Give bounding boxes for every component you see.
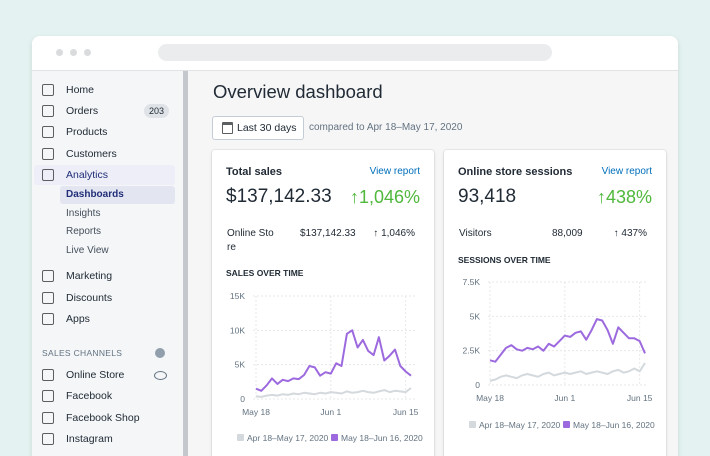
card-change: ↑1,046% (349, 187, 420, 207)
chart-title: SESSIONS OVER TIME (458, 255, 551, 265)
chart-title: SALES OVER TIME (226, 268, 304, 278)
y-tick-label: 10K (230, 325, 245, 335)
channel-item[interactable]: Instagram (66, 433, 113, 445)
nav-icon (42, 148, 54, 160)
legend-label: May 18–Jun 16, 2020 (573, 420, 655, 430)
nav-item[interactable]: Discounts (66, 292, 113, 304)
legend-swatch (331, 434, 338, 441)
x-tick-label: Jun 15 (627, 393, 653, 403)
card-title: Online store sessions (458, 166, 573, 178)
y-tick-label: 7.5K (463, 277, 481, 287)
y-tick-label: 0 (240, 394, 245, 404)
nav-item[interactable]: Marketing (66, 270, 113, 282)
x-tick-label: May 18 (242, 407, 270, 417)
calendar-icon (222, 122, 233, 134)
nav-item[interactable]: Customers (66, 148, 117, 160)
y-tick-label: 2.5K (463, 346, 481, 356)
series-line (255, 329, 412, 392)
window-dot (70, 49, 77, 56)
view-report-link[interactable]: View report (369, 166, 420, 177)
legend-label: Apr 18–May 17, 2020 (479, 420, 561, 430)
view-report-link[interactable]: View report (601, 166, 652, 177)
legend-label: Apr 18–May 17, 2020 (247, 433, 329, 443)
section-heading: SALES CHANNELS (42, 348, 123, 358)
nav-item[interactable]: Apps (66, 313, 90, 325)
channel-item[interactable]: Facebook Shop (66, 412, 140, 424)
y-tick-label: 15K (230, 291, 245, 301)
nav-subitem[interactable]: Insights (66, 208, 101, 219)
nav-item[interactable]: Products (66, 126, 108, 138)
nav-item[interactable]: Orders (66, 105, 99, 117)
nav-icon (42, 105, 54, 117)
nav-icon (42, 369, 54, 381)
legend-swatch (469, 421, 476, 428)
row-value: 88,009 (552, 228, 583, 239)
y-tick-label: 0 (475, 380, 480, 390)
scrollbar[interactable] (183, 71, 188, 456)
window-dot (56, 49, 63, 56)
add-icon[interactable] (155, 348, 165, 358)
x-tick-label: May 18 (476, 393, 504, 403)
row-label: Online Store (227, 228, 274, 253)
row-label: Visitors (459, 228, 492, 239)
nav-icon (42, 390, 54, 402)
x-tick-label: Jun 1 (554, 393, 575, 403)
x-tick-label: Jun 1 (320, 407, 341, 417)
nav-item[interactable]: Home (66, 84, 95, 96)
nav-subitem[interactable]: Reports (66, 226, 102, 237)
active-section (34, 165, 175, 185)
nav-icon (42, 126, 54, 138)
date-button[interactable] (212, 116, 304, 140)
legend-swatch (563, 421, 570, 428)
channel-item[interactable]: Online Store (66, 369, 125, 381)
row-change: ↑ 1,046% (373, 228, 415, 239)
nav-icon (42, 270, 54, 282)
nav-icon (42, 292, 54, 304)
series-line (489, 318, 646, 363)
eye-icon[interactable] (154, 371, 167, 380)
date-button-label[interactable]: Last 30 days (237, 122, 297, 134)
y-tick-label: 5K (470, 311, 481, 321)
address-bar[interactable] (158, 44, 552, 61)
nav-selected (60, 186, 175, 204)
y-tick-label: 5K (235, 360, 246, 370)
nav-icon (42, 412, 54, 424)
window-dot (84, 49, 91, 56)
nav-icon (42, 169, 54, 181)
x-tick-label: Jun 15 (393, 407, 419, 417)
nav-item[interactable]: Analytics (66, 169, 109, 181)
nav-subitem[interactable]: Live View (66, 245, 109, 256)
nav-icon (42, 433, 54, 445)
nav-icon (42, 84, 54, 96)
sidebar (32, 71, 184, 456)
card-title: Total sales (226, 166, 283, 178)
card-change: ↑438% (596, 187, 652, 207)
page-title: Overview dashboard (213, 81, 383, 102)
row-value: $137,142.33 (300, 228, 356, 239)
nav-badge: 203 (144, 104, 170, 118)
legend-label: May 18–Jun 16, 2020 (341, 433, 423, 443)
channel-item[interactable]: Facebook (66, 390, 113, 402)
row-change: ↑ 437% (613, 228, 647, 239)
compare-text: compared to Apr 18–May 17, 2020 (309, 122, 463, 133)
card (212, 150, 434, 456)
series-line (489, 362, 646, 382)
card-total: $137,142.33 (226, 186, 332, 207)
series-line (255, 387, 412, 398)
card (444, 150, 666, 456)
legend-swatch (237, 434, 244, 441)
nav-icon (42, 313, 54, 325)
card-total: 93,418 (458, 186, 517, 207)
nav-subitem[interactable]: Dashboards (66, 189, 124, 200)
